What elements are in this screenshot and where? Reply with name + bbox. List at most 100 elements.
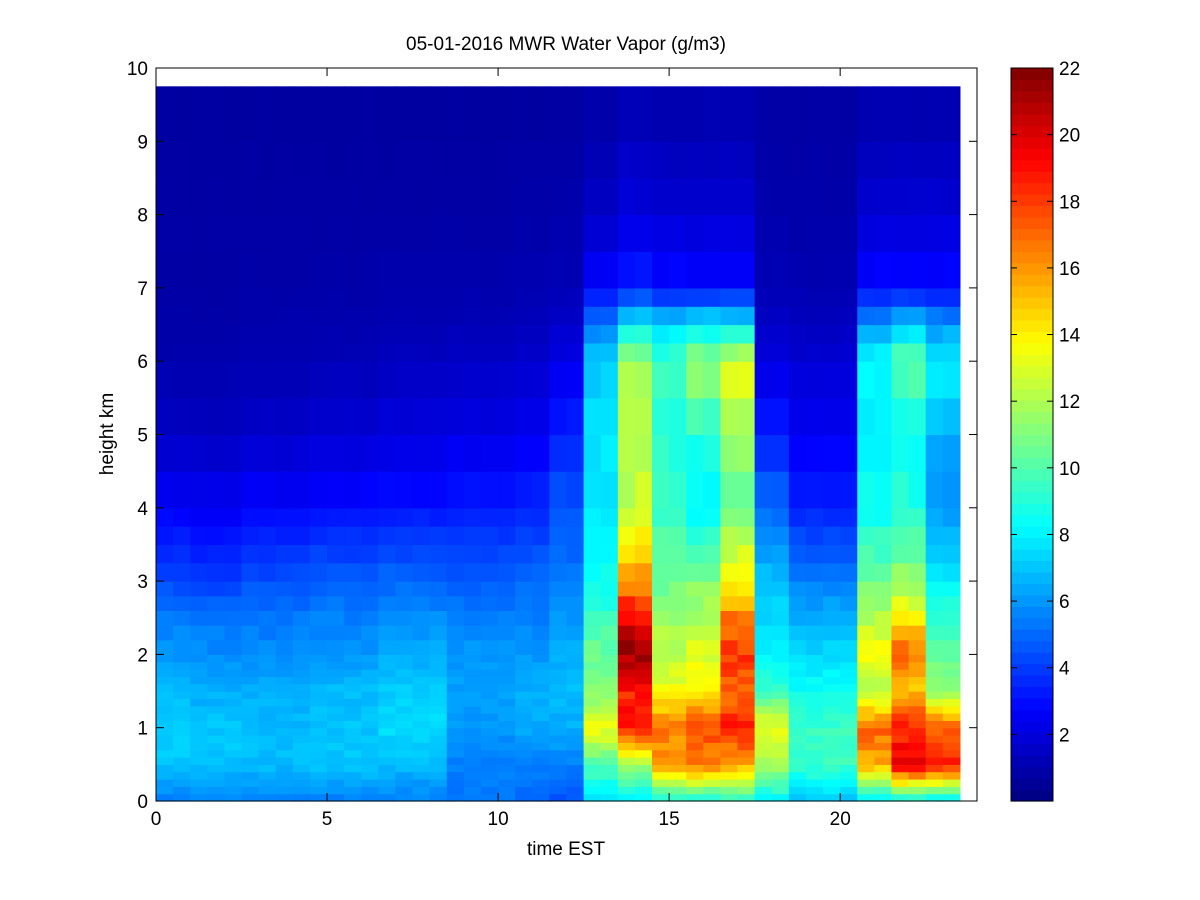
heatmap-cell [805, 595, 824, 612]
heatmap-cell [788, 676, 807, 685]
heatmap-cell [720, 713, 739, 721]
heatmap-cell [344, 764, 362, 773]
heatmap-cell [207, 141, 226, 179]
heatmap-cell [292, 786, 311, 795]
x-tick-label-0: 0 [151, 809, 162, 830]
heatmap-cell [207, 581, 226, 597]
heatmap-cell [275, 434, 294, 472]
heatmap-cell [857, 691, 875, 699]
heatmap-cell [515, 727, 533, 736]
heatmap-cell [652, 562, 670, 582]
heatmap-cell [327, 306, 345, 326]
heatmap-cell [361, 720, 379, 729]
heatmap-cell [925, 324, 944, 344]
heatmap-cell [737, 86, 756, 142]
heatmap-cell [617, 749, 636, 758]
heatmap-cell [412, 581, 431, 597]
heatmap-cell [788, 654, 807, 663]
heatmap-cell [446, 141, 465, 179]
heatmap-cell [566, 639, 585, 655]
heatmap-cell [669, 397, 687, 436]
heatmap-cell [652, 471, 670, 509]
heatmap-cell [634, 742, 653, 751]
heatmap-cell [720, 324, 739, 344]
heatmap-cell [566, 526, 585, 546]
heatmap-cell [891, 786, 910, 795]
heatmap-cell [583, 764, 602, 773]
heatmap-cell [857, 287, 875, 307]
heatmap-cell [429, 324, 448, 344]
heatmap-cell [549, 669, 568, 677]
heatmap-cell [703, 287, 722, 307]
heatmap-cell [908, 764, 927, 773]
heatmap-cell [908, 713, 927, 721]
heatmap-cell [395, 214, 414, 252]
heatmap-cell [292, 507, 311, 527]
heatmap-cell [549, 713, 568, 721]
heatmap-cell [840, 661, 858, 670]
heatmap-cell [686, 86, 704, 142]
x-tick-labels: 0 5 10 15 20 [151, 809, 851, 830]
heatmap-cell [361, 342, 379, 362]
heatmap-cell [224, 397, 243, 436]
heatmap-cell [805, 735, 824, 743]
heatmap-cell [429, 610, 448, 626]
heatmap-cell [207, 397, 226, 436]
heatmap-cell [156, 471, 174, 509]
heatmap-cell [634, 287, 653, 307]
heatmap-cell [583, 471, 602, 509]
heatmap-cell [515, 654, 533, 663]
heatmap-cell [292, 698, 311, 707]
heatmap-cell [634, 397, 653, 436]
heatmap-cell [652, 177, 670, 216]
heatmap-cell [224, 434, 243, 472]
heatmap-cell [652, 727, 670, 736]
heatmap-cell [498, 434, 516, 472]
heatmap-cell [583, 581, 602, 597]
heatmap-cell [857, 749, 875, 758]
heatmap-cell [652, 669, 670, 677]
heatmap-cell [344, 691, 362, 699]
heatmap-cell [378, 749, 397, 758]
heatmap-cell [891, 86, 910, 142]
heatmap-cell [224, 324, 243, 344]
heatmap-cell [754, 177, 773, 216]
heatmap-cell [292, 793, 311, 802]
heatmap-cell [583, 669, 602, 677]
heatmap-cell [207, 683, 226, 692]
heatmap-cell [549, 434, 568, 472]
y-tick-labels: 0 1 2 3 4 5 6 7 8 9 10 [127, 59, 149, 813]
heatmap-cell [156, 793, 174, 802]
heatmap-cell [378, 735, 397, 743]
heatmap-cell [156, 595, 174, 612]
heatmap-cell [805, 610, 824, 626]
heatmap-cell [703, 764, 722, 773]
colorbar-tick-label-20: 20 [1059, 126, 1080, 147]
heatmap-cell [720, 544, 739, 564]
heatmap-cell [344, 793, 362, 802]
heatmap-cell [566, 720, 585, 729]
heatmap-cell [241, 251, 260, 289]
colorbar-cell [1011, 571, 1053, 584]
heatmap-cell [669, 595, 687, 612]
heatmap-cell [925, 177, 944, 216]
heatmap-cell [652, 661, 670, 670]
colorbar-cell [1011, 526, 1053, 539]
heatmap-cell [566, 764, 585, 773]
heatmap-cell [515, 749, 533, 758]
heatmap-cell [241, 141, 260, 179]
heatmap-cell [942, 793, 961, 802]
heatmap-cell [361, 86, 379, 142]
heatmap-cell [686, 471, 704, 509]
heatmap-cell [258, 141, 277, 179]
heatmap-cell [327, 786, 345, 795]
heatmap-cell [429, 471, 448, 509]
heatmap-cell [823, 214, 841, 252]
heatmap-cell [891, 526, 910, 546]
heatmap-cell [361, 610, 379, 626]
heatmap-cell [498, 526, 516, 546]
heatmap-cell [737, 669, 756, 677]
heatmap-cell [292, 177, 311, 216]
heatmap-cell [720, 177, 739, 216]
heatmap-cell [429, 676, 448, 685]
